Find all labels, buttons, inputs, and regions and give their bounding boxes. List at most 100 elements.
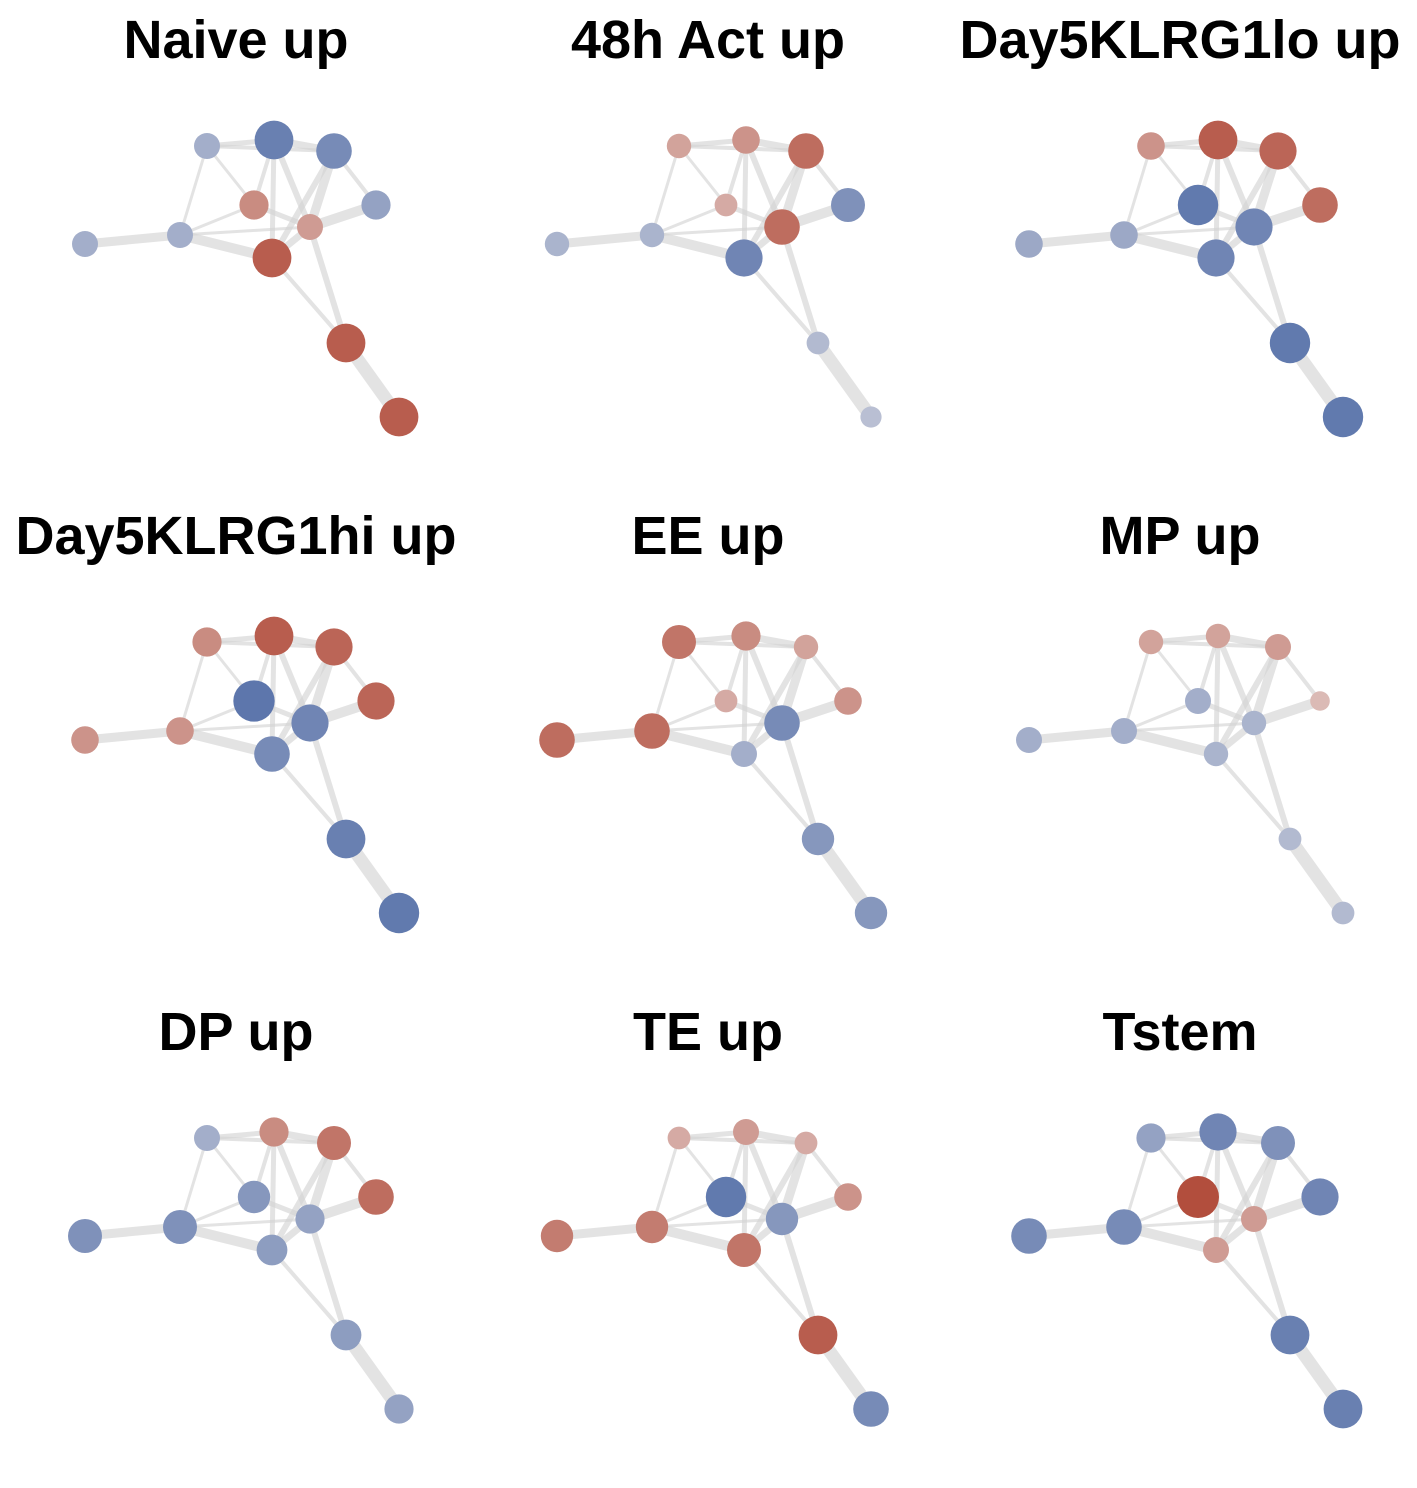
network-node [1111,718,1137,744]
network-edge [742,752,820,841]
network-node [295,1204,325,1234]
network-node [1270,1315,1310,1355]
network-node [834,687,862,715]
network-node [540,1219,574,1253]
network-edge [271,1129,313,1222]
network-node [794,1131,818,1155]
network-node [315,628,353,666]
network-edge [1214,752,1292,841]
network-edge [1024,230,1129,249]
network-panel: MP up [944,496,1416,992]
panel-title: DP up [158,1002,314,1062]
network-node [163,1210,197,1244]
network-node [1185,688,1211,714]
network-node [793,634,819,660]
network-edge [779,1216,821,1338]
network-edge [178,225,312,237]
network-node [764,209,800,245]
network-edge [1119,726,1221,759]
network-edge [650,1217,784,1229]
network-edge [307,224,349,346]
network-node [256,1234,288,1266]
network-graph [539,621,888,930]
network-node [1302,187,1338,223]
network-node [1301,1178,1339,1216]
network-graph [1011,1113,1363,1429]
network-node [1016,727,1042,753]
network-node [1177,184,1219,226]
network-node [1241,1206,1267,1232]
network-edge [552,230,657,249]
network-edge [1122,721,1256,733]
panel-title: MP up [1099,506,1261,566]
network-edge [1213,633,1221,757]
network-node [1011,1218,1047,1254]
network-node [1241,710,1267,736]
network-node [194,1125,220,1151]
network-edge [1122,640,1153,733]
network-node [662,625,696,659]
network-node [326,323,366,363]
network-node [378,892,420,934]
network-edge [779,720,821,842]
network-node [801,822,835,856]
network-node [254,616,294,656]
network-node [798,1315,838,1355]
network-node [317,1126,351,1160]
network-edge [677,144,728,207]
network-edge [1122,699,1200,733]
network-node [1205,623,1231,649]
network-edge [1251,720,1293,842]
network-node [166,717,194,745]
network-edge [650,144,681,237]
network-node [379,397,419,437]
network-node [167,222,193,248]
network-node [237,1180,271,1214]
panel-title: Day5KLRG1lo up [959,10,1401,70]
network-edge [80,230,185,249]
network-node [1331,901,1355,925]
network-node [765,1202,799,1236]
network-edge [270,1248,348,1337]
network-node [357,682,395,720]
network-node [764,705,800,741]
network-edge [742,256,820,345]
network-edge [741,137,749,261]
network-node [1110,221,1138,249]
network-node [732,126,760,154]
panel-title: Tstem [1102,1002,1258,1062]
network-graph [1015,120,1364,438]
network-node [1137,132,1165,160]
network-graph [1016,623,1355,925]
network-panel: Naive up [0,0,472,496]
network-edge [178,1217,312,1229]
network-edge [307,1216,349,1338]
network-node [1310,691,1330,711]
network-edge [1251,224,1293,346]
network-node [1235,208,1273,246]
network-node [733,1119,759,1145]
network-node [667,1126,691,1150]
network-node [1322,396,1364,438]
network-node [854,896,888,930]
panel-title: TE up [633,1002,783,1062]
network-edge [1122,1217,1256,1229]
network-node [727,1233,761,1267]
panel-title: 48h Act up [570,10,846,70]
network-node [316,133,352,169]
network-edge [779,224,821,346]
network-node [1199,1113,1237,1151]
network-edge [80,726,185,745]
network-edge [1251,1216,1293,1338]
network-node [714,689,738,713]
network-edge [178,144,209,237]
network-node [539,722,575,758]
network-node [384,1394,414,1424]
network-node [806,331,830,355]
network-edge [811,336,878,424]
network-node [834,1183,862,1211]
panel-title: Naive up [123,10,349,70]
network-edge [1122,144,1153,237]
network-graph [540,1119,889,1427]
network-node [1015,230,1043,258]
